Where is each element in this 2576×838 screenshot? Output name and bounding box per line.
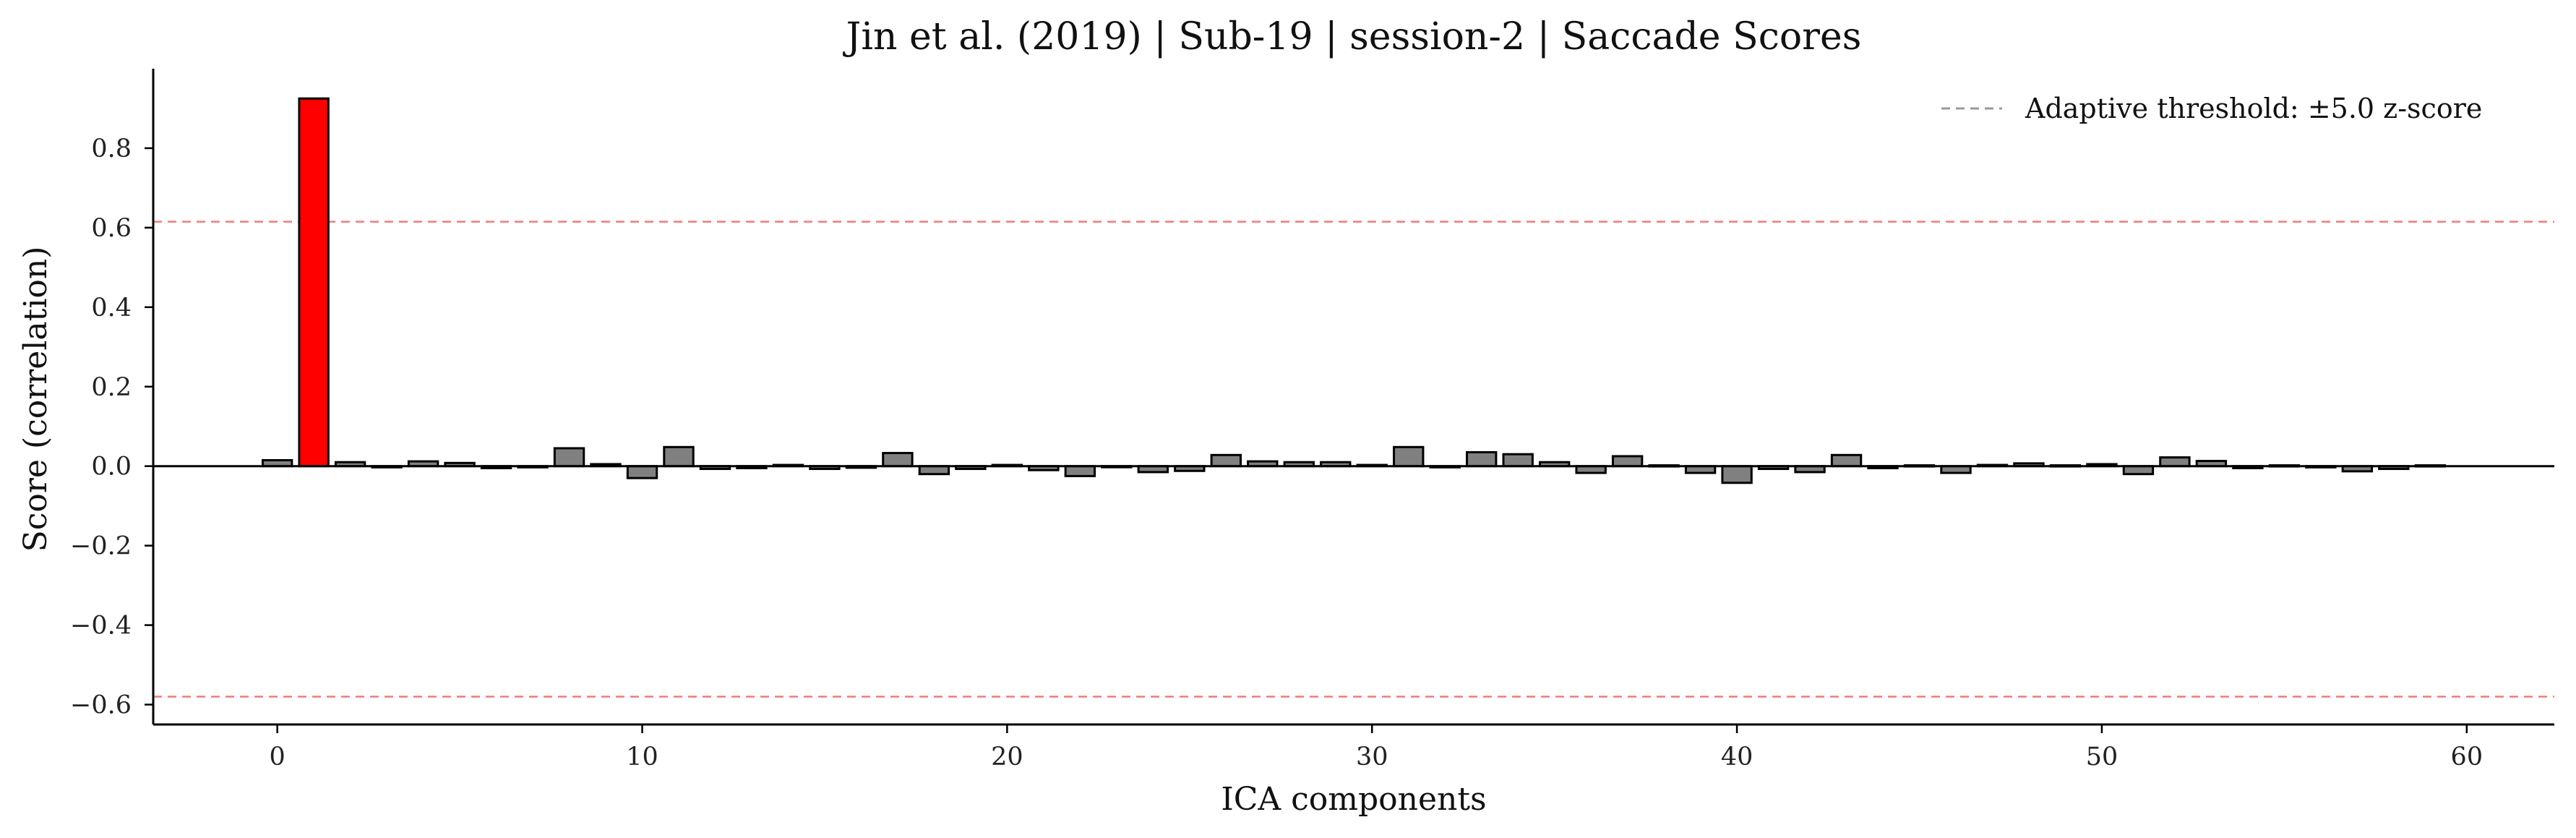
x-tick-label: 60 [2451, 743, 2483, 771]
bar-component-18 [918, 465, 950, 476]
bar-component-33 [1466, 450, 1498, 468]
x-tick-label: 40 [1721, 743, 1753, 771]
bar-component-10 [626, 465, 658, 479]
y-tick-label: 0.4 [91, 294, 132, 322]
bar-component-40 [1721, 465, 1753, 484]
x-tick-label: 50 [2086, 743, 2118, 771]
ticks: 0 10 20 30 40 50 60 −0.6 −0.4 −0.2 0.0 0.2 0.4 0.6 0.8 [70, 134, 2483, 771]
bar-component-31 [1393, 445, 1425, 468]
bar-component-37 [1611, 455, 1644, 468]
bar-component-34 [1502, 453, 1534, 468]
bar-component-43 [1830, 453, 1863, 468]
threshold-lines [153, 221, 2554, 698]
legend-label: Adaptive threshold: ±5.0 z-score [2025, 93, 2482, 124]
bar-component-51 [2122, 465, 2155, 476]
axes [152, 69, 2554, 726]
y-tick-label: 0.2 [91, 373, 132, 402]
x-tick-label: 10 [626, 743, 658, 771]
y-tick-label: −0.2 [70, 532, 132, 561]
x-axis-label: ICA components [1221, 781, 1486, 818]
x-tick-label: 0 [270, 743, 285, 771]
y-tick-label: 0.0 [91, 453, 132, 482]
bars [261, 97, 2447, 484]
legend: Adaptive threshold: ±5.0 z-score [1941, 93, 2482, 124]
bar-component-52 [2159, 456, 2191, 468]
bar-component-26 [1210, 453, 1242, 468]
x-tick-label: 20 [991, 743, 1023, 771]
bar-component-22 [1064, 465, 1096, 477]
chart-title: Jin et al. (2019) | Sub-19 | session-2 |… [843, 15, 1862, 59]
y-tick-label: 0.6 [91, 214, 132, 243]
y-tick-label: −0.6 [70, 691, 132, 720]
bar-component-11 [663, 445, 695, 468]
y-tick-label: −0.4 [70, 612, 132, 641]
bar-component-8 [553, 447, 585, 468]
bar-component-1 [298, 97, 330, 468]
bar-component-17 [882, 452, 914, 468]
y-tick-label: 0.8 [91, 134, 132, 163]
y-axis-label: Score (correlation) [17, 247, 54, 552]
x-tick-label: 30 [1356, 743, 1388, 771]
